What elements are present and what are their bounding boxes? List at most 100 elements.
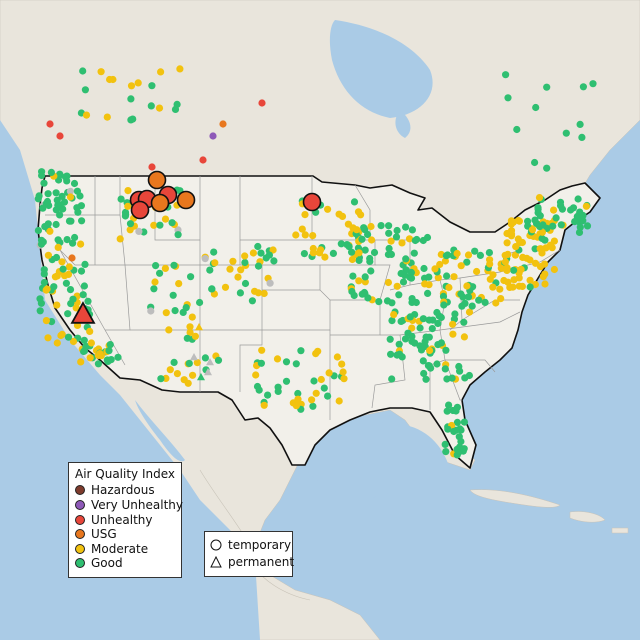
aqi-legend: Air Quality Index Hazardous Very Unhealt…: [68, 462, 183, 578]
monitor-marker: [254, 262, 263, 270]
monitor-marker: [368, 236, 376, 244]
monitor-marker: [503, 266, 511, 274]
monitor-marker: [441, 365, 449, 373]
monitor-marker: [54, 243, 62, 251]
monitor-marker: [270, 257, 278, 265]
monitor-marker: [489, 271, 497, 279]
monitor-marker: [186, 323, 194, 331]
monitor-marker: [152, 262, 160, 270]
monitor-marker: [294, 389, 302, 398]
monitor-marker-large: [302, 192, 322, 212]
monitor-marker: [46, 120, 54, 128]
monitor-marker: [463, 258, 471, 266]
hispaniola-island: [569, 511, 606, 523]
monitor-marker: [282, 358, 291, 366]
monitor-marker: [340, 375, 348, 383]
triangle-icon: [210, 556, 222, 568]
monitor-marker: [550, 206, 558, 214]
monitor-marker: [211, 259, 219, 267]
monitor-marker: [509, 218, 517, 226]
monitor-marker: [43, 285, 51, 293]
monitor-marker: [513, 125, 521, 134]
monitor-marker: [543, 83, 551, 91]
monitor-marker: [419, 315, 427, 323]
pacific-coast-water: [0, 120, 260, 640]
monitor-marker: [434, 274, 442, 282]
monitor-marker: [337, 240, 345, 248]
monitor-marker: [40, 278, 49, 287]
monitor-marker: [81, 260, 89, 268]
monitor-marker: [226, 265, 234, 273]
gulf-of-california: [135, 400, 185, 462]
monitor-marker: [161, 264, 169, 272]
monitor-marker: [460, 333, 468, 341]
monitor-marker: [188, 313, 196, 321]
monitor-marker: [433, 360, 441, 368]
monitor-marker: [345, 243, 353, 251]
monitor-marker: [425, 281, 433, 289]
monitor-marker: [583, 222, 592, 230]
monitor-marker: [175, 280, 183, 288]
monitor-marker: [196, 298, 204, 307]
monitor-marker: [453, 403, 461, 411]
monitor-marker: [241, 258, 249, 267]
monitor-marker: [460, 318, 468, 326]
monitor-marker: [408, 226, 416, 234]
monitor-marker: [80, 347, 89, 355]
monitor-marker: [34, 195, 42, 203]
monitor-marker: [519, 253, 527, 261]
legend-label: permanent: [228, 555, 295, 569]
monitor-marker: [366, 254, 374, 263]
monitor-marker: [578, 133, 586, 141]
monitor-marker: [51, 273, 60, 281]
monitor-marker: [456, 367, 464, 375]
good-swatch: [75, 558, 85, 568]
monitor-marker: [514, 235, 522, 243]
legend-label: Very Unhealthy: [91, 498, 183, 512]
monitor-marker: [481, 298, 489, 306]
monitor-marker: [44, 190, 52, 198]
monitor-marker: [309, 249, 317, 257]
monitor-marker: [94, 360, 102, 368]
monitor-marker: [497, 295, 505, 303]
monitor-marker: [420, 264, 428, 273]
monitor-marker: [399, 278, 408, 286]
monitor-marker: [81, 86, 89, 94]
monitor-marker: [185, 359, 193, 367]
monitor-marker: [419, 357, 427, 365]
monitor-marker: [97, 68, 105, 76]
monitor-marker: [358, 290, 366, 298]
monitor-marker: [550, 265, 559, 274]
monitor-marker: [579, 217, 587, 225]
monitor-marker: [385, 244, 393, 253]
monitor-marker: [273, 355, 282, 363]
legend-label: temporary: [228, 538, 292, 552]
monitor-marker: [84, 297, 92, 305]
monitor-marker: [422, 375, 430, 383]
monitor-marker: [361, 226, 369, 234]
monitor-marker: [80, 336, 88, 344]
monitor-marker: [526, 283, 534, 291]
monitor-marker: [339, 368, 347, 376]
monitor-marker: [354, 208, 363, 216]
monitor-marker: [402, 223, 410, 231]
monitor-marker: [53, 301, 61, 309]
monitor-marker: [168, 219, 176, 227]
monitor-marker: [355, 277, 363, 285]
monitor-marker: [464, 293, 473, 301]
legend-item-usg: USG: [75, 527, 117, 541]
monitor-marker: [184, 379, 192, 387]
monitor-marker: [260, 289, 268, 298]
legend-item-unhealthy: Unhealthy: [75, 513, 152, 527]
monitor-marker: [265, 251, 273, 259]
monitor-marker: [309, 232, 317, 240]
monitor-marker: [106, 341, 114, 349]
monitor-marker: [433, 308, 441, 317]
permanent-monitor: [197, 373, 205, 381]
monitor-marker: [531, 216, 539, 224]
monitor-marker: [151, 278, 159, 286]
monitor-marker: [536, 223, 544, 231]
monitor-marker: [176, 65, 184, 73]
monitor-marker: [448, 374, 456, 382]
monitor-marker: [148, 163, 156, 171]
